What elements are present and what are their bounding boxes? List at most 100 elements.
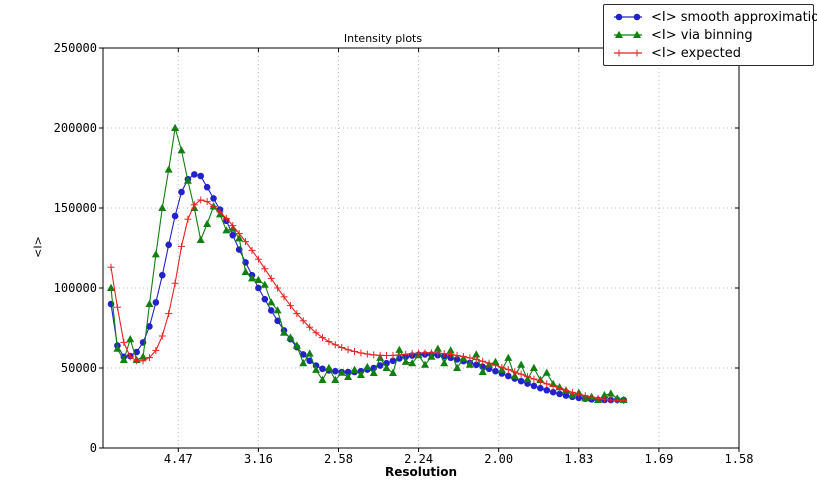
series-1-marker	[504, 353, 513, 361]
series-1-marker	[337, 368, 346, 376]
series-0-marker	[562, 392, 570, 399]
series-0-marker	[274, 317, 281, 325]
legend-item-smooth-approximation: <I> smooth approximation	[610, 8, 817, 26]
series-1-marker	[382, 363, 391, 371]
series-0-marker	[453, 356, 461, 363]
legend-line-circle-icon	[614, 13, 642, 21]
y-tick-label: 100000	[54, 281, 97, 295]
series-1-marker	[177, 146, 186, 154]
x-tick-label: 1.69	[644, 452, 673, 466]
series-1-marker	[171, 123, 180, 131]
series-line-1	[110, 127, 624, 401]
series-1-marker	[126, 335, 135, 343]
y-tick-label: 150000	[54, 201, 97, 215]
series-1-marker	[203, 219, 212, 227]
x-tick-label: 2.00	[484, 452, 513, 466]
series-1-marker	[318, 375, 327, 383]
series-0-marker	[543, 386, 551, 394]
series-1-marker	[344, 372, 353, 380]
series-1-marker	[139, 352, 148, 360]
series-1-marker	[542, 368, 551, 376]
series-1-marker	[241, 267, 250, 275]
series-0-marker	[165, 241, 172, 249]
series-1-marker	[529, 363, 538, 371]
legend-label: <I> via binning	[651, 27, 753, 43]
series-1-marker	[363, 362, 372, 371]
series-0-marker	[492, 367, 499, 375]
triangle-marker-icon	[633, 30, 641, 38]
triangle-marker-icon	[615, 30, 623, 38]
series-0-marker	[530, 382, 538, 390]
legend-label: <I> expected	[651, 45, 741, 61]
x-axis-label: Resolution	[384, 465, 458, 479]
series-0-marker	[171, 212, 179, 220]
series-1-marker	[145, 299, 154, 307]
series-0-marker	[319, 365, 326, 373]
x-tick-label: 2.58	[324, 452, 353, 466]
legend: <I> smooth approximation <I> via binning…	[603, 4, 817, 66]
series-0-marker	[158, 271, 166, 279]
series-1-marker	[446, 346, 455, 354]
x-tick-label: 1.58	[725, 452, 754, 466]
series-0-marker	[255, 284, 262, 292]
series-0-marker	[191, 171, 198, 178]
series-0-marker	[549, 388, 557, 396]
series-1-marker	[312, 365, 321, 373]
y-tick-label: 0	[90, 441, 97, 455]
series-0-marker	[146, 323, 153, 330]
series-1-marker	[510, 371, 519, 379]
plus-marker-icon	[633, 49, 641, 57]
series-1-marker	[421, 360, 430, 368]
x-tick-label: 2.24	[404, 452, 433, 466]
series-1-marker	[408, 359, 417, 367]
y-tick-label: 250000	[54, 41, 97, 55]
plus-marker-icon	[615, 49, 623, 57]
series-1-marker	[350, 365, 359, 373]
series-0-marker	[210, 195, 217, 202]
series-1-marker	[331, 375, 340, 383]
series-1-marker	[324, 363, 333, 371]
series-0-marker	[517, 377, 525, 385]
series-1-marker	[292, 341, 301, 349]
series-0-marker	[261, 295, 269, 303]
series-0-marker	[203, 183, 211, 191]
series-1-marker	[453, 363, 462, 371]
series-1-marker	[151, 250, 160, 258]
y-axis-label: <I>	[31, 236, 45, 258]
series-0-marker	[152, 299, 160, 306]
x-tick-label: 3.16	[244, 452, 273, 466]
y-tick-label: 50000	[61, 361, 97, 375]
series-0-marker	[331, 367, 339, 375]
series-1-marker	[273, 306, 282, 314]
series-0-marker	[537, 384, 544, 392]
series-1-marker	[478, 367, 487, 375]
series-1-marker	[247, 274, 256, 282]
series-1-marker	[472, 350, 481, 358]
circle-marker-icon	[615, 13, 623, 21]
series-1-marker	[164, 165, 173, 173]
series-1-marker	[107, 283, 116, 291]
series-1-marker	[299, 359, 308, 367]
series-0-marker	[229, 231, 237, 239]
x-tick-label: 1.83	[564, 452, 593, 466]
series-1-marker	[113, 344, 122, 352]
circle-marker-icon	[633, 13, 641, 21]
legend-label: <I> smooth approximation	[651, 9, 817, 25]
series-1-marker	[517, 360, 526, 368]
series-1-marker	[222, 226, 231, 234]
legend-line-plus-icon	[614, 49, 642, 57]
legend-item-via-binning: <I> via binning	[610, 26, 809, 44]
series-1-marker	[433, 344, 442, 352]
series-0-marker	[344, 368, 352, 376]
series-1-marker	[286, 333, 295, 341]
series-1-marker	[395, 345, 404, 353]
series-1-marker	[260, 280, 269, 288]
x-tick-label: 4.47	[164, 452, 193, 466]
legend-item-expected: <I> expected	[610, 44, 809, 62]
series-1-marker	[606, 389, 615, 397]
series-1-marker	[600, 391, 609, 399]
series-1-marker	[119, 355, 128, 363]
legend-line-triangle-icon	[614, 30, 642, 38]
